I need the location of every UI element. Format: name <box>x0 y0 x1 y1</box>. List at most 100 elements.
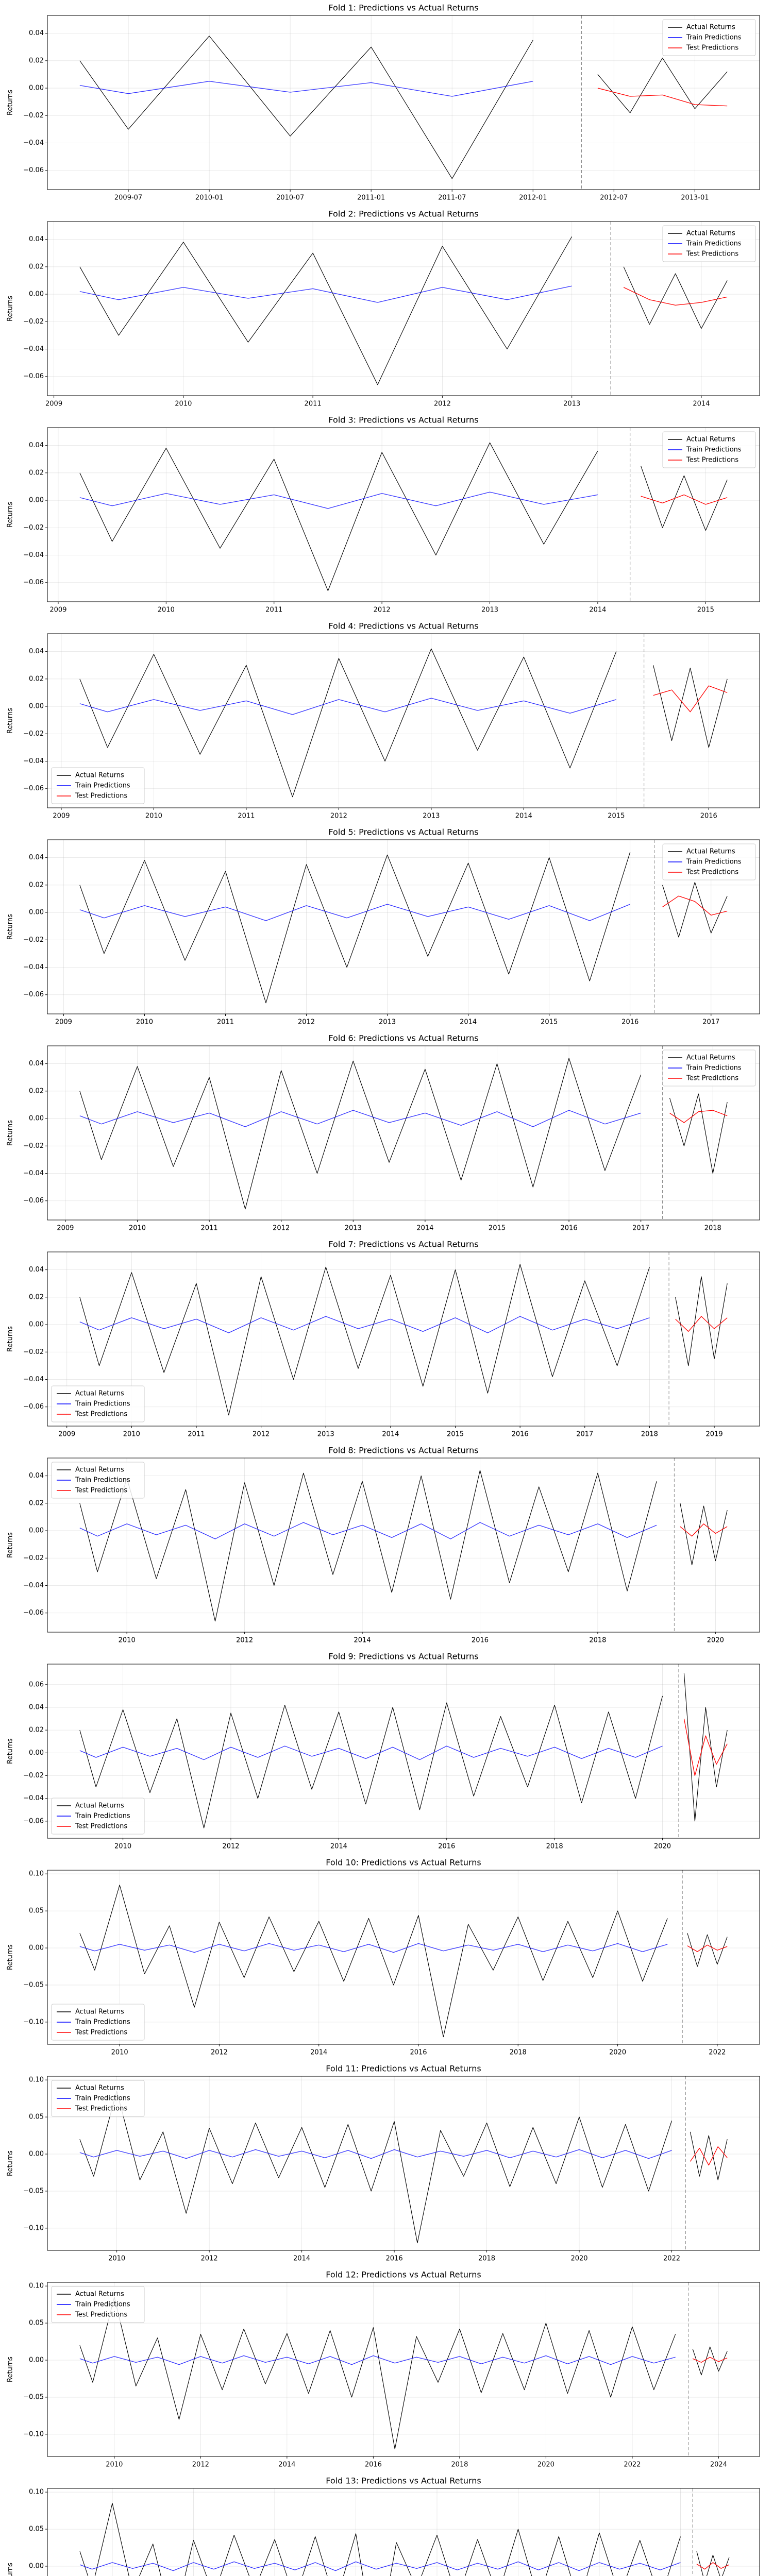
x-tick-label: 2015 <box>608 812 625 820</box>
chart-title: Fold 3: Predictions vs Actual Returns <box>328 415 478 425</box>
y-tick-label: −0.05 <box>23 1981 44 1989</box>
y-tick-label: 0.04 <box>29 1472 44 1480</box>
y-tick-label: −0.06 <box>23 1817 44 1825</box>
y-tick-label: 0.02 <box>29 469 44 477</box>
legend: Actual Returns Train Predictions Test Pred… <box>51 2004 145 2041</box>
legend-box <box>51 2286 145 2323</box>
line-series <box>669 1110 728 1123</box>
subplot: Fold 11: Predictions vs Actual Returns Re… <box>7 2064 760 2263</box>
legend: Actual Returns Train Predictions Test Pred… <box>662 225 756 262</box>
y-tick-label: 0.04 <box>29 854 44 861</box>
x-tick-label: 2016 <box>512 1431 529 1438</box>
y-tick-label: 0.00 <box>29 703 44 710</box>
y-tick-label: 0.04 <box>29 235 44 243</box>
subplot: Fold 2: Predictions vs Actual Returns Ret… <box>7 209 760 408</box>
subplot: Fold 5: Predictions vs Actual Returns Ret… <box>7 827 760 1026</box>
subplot: Fold 8: Predictions vs Actual Returns Ret… <box>7 1446 760 1645</box>
y-tick-label: 0.04 <box>29 1060 44 1067</box>
line-series <box>79 492 598 509</box>
plot-area <box>47 2488 760 2576</box>
line-series <box>79 1470 728 1622</box>
legend-label: Train Predictions <box>75 2095 130 2103</box>
x-tick-label: 2010 <box>158 606 175 614</box>
x-tick-label: 2020 <box>537 2461 554 2469</box>
legend-label: Actual Returns <box>75 2084 124 2092</box>
y-tick-label: 0.05 <box>29 1907 44 1915</box>
y-axis-label: Returns <box>7 1120 14 1146</box>
x-tick-label: 2012 <box>253 1431 270 1438</box>
x-tick-label: 2009 <box>55 1019 72 1026</box>
x-tick-label: 2018 <box>641 1431 658 1438</box>
y-tick-label: 0.00 <box>29 2150 44 2158</box>
x-tick-label: 2016 <box>438 1843 455 1851</box>
x-tick-label: 2012 <box>434 400 451 408</box>
x-tick-label: 2014 <box>330 1843 347 1851</box>
y-tick-label: −0.02 <box>23 112 44 120</box>
x-tick-label: 2020 <box>570 2255 587 2263</box>
y-tick-label: −0.04 <box>23 963 44 971</box>
line-series <box>696 2562 730 2570</box>
y-tick-label: 0.00 <box>29 84 44 92</box>
legend-box <box>662 431 756 468</box>
legend-box <box>51 1385 145 1422</box>
line-series <box>623 287 728 306</box>
y-tick-label: −0.02 <box>23 524 44 532</box>
y-tick-label: −0.06 <box>23 991 44 998</box>
line-series <box>79 1943 668 1953</box>
y-axis-label: Returns <box>7 1738 14 1764</box>
x-tick-label: 2017 <box>702 1019 719 1026</box>
legend-box <box>51 1798 145 1835</box>
legend: Actual Returns Train Predictions Test Pred… <box>662 19 756 56</box>
x-tick-label: 2010 <box>114 1843 131 1851</box>
x-tick-label: 2013 <box>345 1225 362 1232</box>
legend-label: Actual Returns <box>75 1466 124 1474</box>
y-tick-label: −0.02 <box>23 1772 44 1780</box>
line-series <box>79 285 572 303</box>
line-series <box>683 1718 728 1776</box>
x-tick-label: 2022 <box>663 2255 680 2263</box>
x-tick-label: 2010 <box>175 400 192 408</box>
line-series <box>79 1058 728 1210</box>
legend-label: Test Predictions <box>75 792 127 800</box>
legend-label: Train Predictions <box>75 1477 130 1484</box>
x-tick-label: 2012 <box>201 2255 218 2263</box>
x-tick-label: 2018 <box>589 1637 606 1645</box>
line-series <box>79 2561 681 2571</box>
line-series <box>675 1316 728 1332</box>
x-tick-label: 2016 <box>365 2461 382 2469</box>
subplot: Fold 13: Predictions vs Actual Returns Re… <box>7 2476 760 2576</box>
y-tick-label: 0.00 <box>29 2357 44 2364</box>
x-tick-label: 2016 <box>621 1019 638 1026</box>
x-tick-label: 2010 <box>119 1637 136 1645</box>
y-tick-label: 0.00 <box>29 291 44 298</box>
x-tick-label: 2011 <box>265 606 282 614</box>
y-tick-label: −0.02 <box>23 730 44 738</box>
legend: Actual Returns Train Predictions Test Pred… <box>51 767 145 804</box>
line-series <box>641 494 728 505</box>
legend-label: Train Predictions <box>686 858 742 866</box>
legend: Actual Returns Train Predictions Test Pred… <box>662 1049 756 1087</box>
y-tick-label: 0.02 <box>29 1087 44 1095</box>
x-tick-label: 2016 <box>386 2255 403 2263</box>
x-tick-label: 2016 <box>700 812 717 820</box>
x-tick-label: 2009 <box>45 400 62 408</box>
y-tick-label: 0.00 <box>29 1527 44 1535</box>
x-tick-label: 2012-07 <box>600 194 628 202</box>
y-tick-label: −0.04 <box>23 1376 44 1383</box>
x-tick-label: 2015 <box>489 1225 506 1232</box>
x-tick-label: 2018 <box>478 2255 495 2263</box>
axes-frame <box>47 15 760 190</box>
chart-title: Fold 4: Predictions vs Actual Returns <box>328 621 478 631</box>
x-tick-label: 2009 <box>58 1431 75 1438</box>
x-tick-label: 2009 <box>49 606 66 614</box>
line-series <box>79 1522 657 1539</box>
x-tick-label: 2020 <box>654 1843 671 1851</box>
y-axis-label: Returns <box>7 1944 14 1970</box>
legend: Actual Returns Train Predictions Test Pred… <box>51 2286 145 2323</box>
y-tick-label: −0.02 <box>23 1348 44 1356</box>
y-axis-label: Returns <box>7 296 14 321</box>
y-tick-label: 0.04 <box>29 1703 44 1711</box>
line-series <box>79 81 533 97</box>
